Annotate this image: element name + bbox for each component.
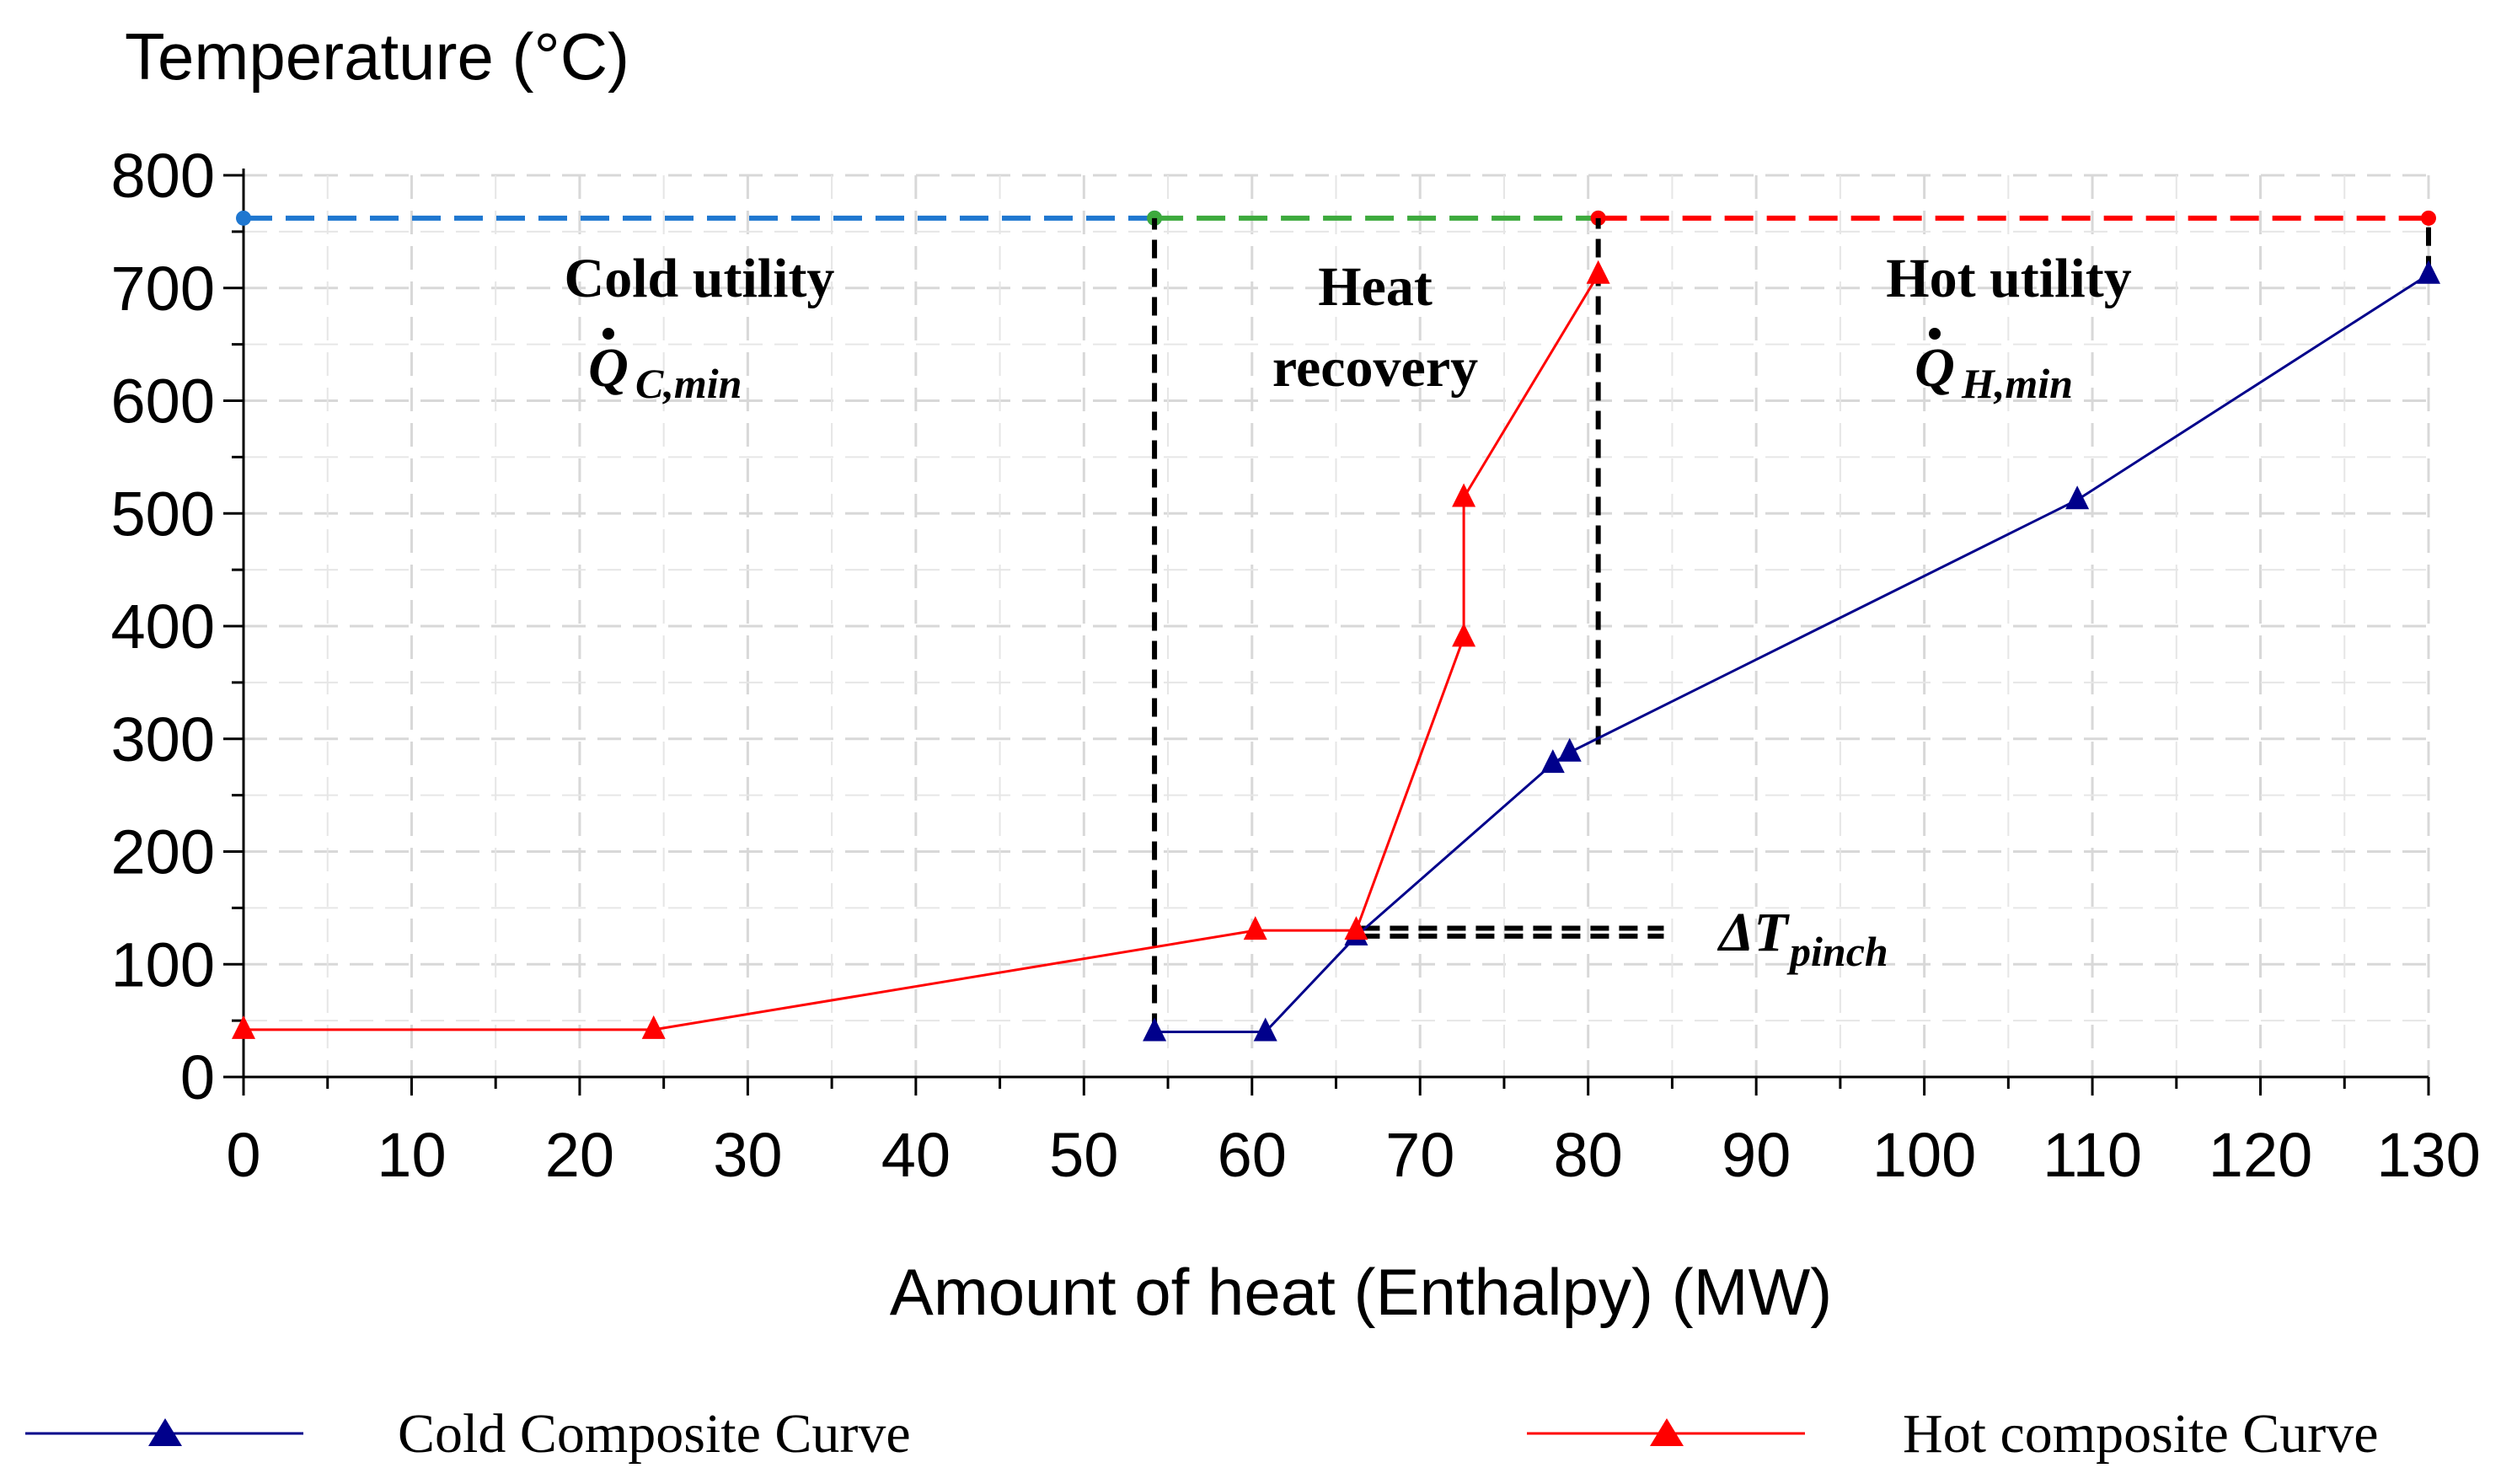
y-tick-label: 800	[111, 141, 215, 211]
y-axis-title: Temperature (°C)	[125, 19, 629, 94]
cold-utility-symbol: Q C,min	[588, 328, 742, 407]
y-tick-label: 0	[180, 1042, 215, 1112]
hot-utility-q: Q	[1915, 337, 1955, 399]
legend-entry-cold: Cold Composite Curve	[25, 1403, 911, 1465]
x-tick-label: 90	[1722, 1120, 1791, 1190]
y-tick-label: 400	[111, 592, 215, 662]
pinch-delta-t: ΔT	[1716, 902, 1790, 963]
hot-utility-line-endpoint	[2421, 210, 2436, 226]
x-tick-label: 120	[2209, 1120, 2312, 1190]
heat-recovery-label-line1: Heat	[1318, 256, 1433, 318]
y-tick-label: 200	[111, 817, 215, 887]
data-point-cold	[1557, 737, 1582, 762]
data-point-hot	[1344, 916, 1368, 940]
y-tick-label: 600	[111, 367, 215, 437]
x-tick-label: 0	[226, 1120, 260, 1190]
data-point-cold	[1143, 1017, 1167, 1042]
heat-recovery-label-line2: recovery	[1272, 337, 1478, 399]
x-tick-label: 10	[377, 1120, 446, 1190]
hot-utility-symbol: Q H,min	[1915, 328, 2073, 407]
y-tick-label: 100	[111, 930, 215, 999]
data-point-hot	[1452, 623, 1476, 647]
composite-curves	[232, 260, 2440, 1042]
q-dot-mark	[602, 328, 614, 340]
data-point-hot	[641, 1015, 666, 1039]
cold-utility-line-endpoint	[236, 210, 251, 226]
legend-marker-cold	[148, 1418, 182, 1446]
hot-utility-subscript: H,min	[1961, 360, 2073, 407]
x-tick-label: 80	[1554, 1120, 1623, 1190]
data-point-hot	[1452, 483, 1476, 507]
data-point-cold	[1540, 749, 1565, 774]
cold-utility-label: Cold utility	[565, 248, 835, 309]
x-tick-label: 30	[713, 1120, 782, 1190]
x-tick-label: 110	[2043, 1120, 2142, 1190]
tick-labels: 0 10 20 30 40 50 60 70 80 90 100 110 120 130 0 100 200 30…	[111, 141, 2481, 1190]
pinch-label: ΔT pinch	[1716, 902, 1888, 975]
data-point-cold	[1253, 1017, 1277, 1042]
x-axis-title: Amount of heat (Enthalpy) (MW)	[890, 1255, 1832, 1329]
utility-lines	[236, 210, 2436, 226]
legend-entry-hot: Hot composite Curve	[1527, 1403, 2379, 1465]
y-tick-label: 500	[111, 479, 215, 549]
x-tick-label: 100	[1872, 1120, 1976, 1190]
data-point-hot	[1586, 260, 1610, 284]
data-point-cold	[2417, 260, 2440, 284]
x-tick-label: 40	[881, 1120, 951, 1190]
grid-lines	[244, 174, 2430, 1077]
axes	[223, 169, 2430, 1096]
x-tick-label: 20	[545, 1120, 614, 1190]
x-tick-label: 130	[2376, 1120, 2480, 1190]
data-point-hot	[232, 1015, 255, 1039]
y-tick-label: 300	[111, 704, 215, 774]
pinch-subscript: pinch	[1786, 928, 1888, 975]
legend-label-hot: Hot composite Curve	[1903, 1403, 2379, 1465]
hot-utility-label: Hot utility	[1886, 248, 2132, 309]
cold-utility-subscript: C,min	[635, 360, 742, 407]
cold-utility-q: Q	[588, 337, 629, 399]
x-tick-label: 70	[1385, 1120, 1454, 1190]
data-point-hot	[1243, 916, 1267, 940]
legend-label-cold: Cold Composite Curve	[398, 1403, 911, 1465]
data-point-cold	[2065, 485, 2090, 510]
y-tick-label: 700	[111, 254, 215, 324]
legend: Cold Composite Curve Hot composite Curve	[25, 1403, 2379, 1465]
x-tick-label: 60	[1218, 1120, 1287, 1190]
x-tick-label: 50	[1049, 1120, 1118, 1190]
q-dot-mark	[1929, 328, 1941, 340]
legend-marker-hot	[1650, 1418, 1684, 1446]
